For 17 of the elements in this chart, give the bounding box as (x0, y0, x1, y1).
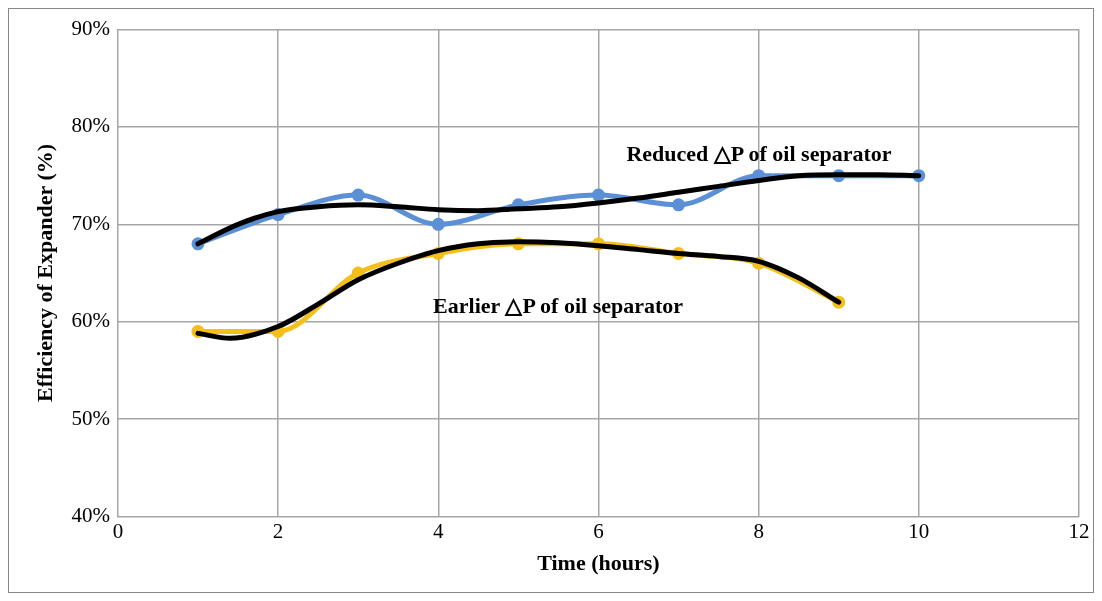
y-tick-label: 60% (71, 308, 110, 333)
x-tick-label: 12 (1068, 518, 1090, 543)
y-tick-label: 90% (71, 16, 110, 41)
x-tick-label: 0 (112, 518, 124, 543)
annotation: Earlier △P of oil separator (433, 292, 684, 318)
x-tick-label: 4 (433, 518, 445, 543)
x-tick-label: 10 (908, 518, 930, 543)
y-tick-label: 50% (71, 405, 110, 430)
y-tick-label: 40% (71, 502, 110, 527)
y-tick-label: 70% (71, 210, 110, 235)
x-tick-label: 2 (272, 518, 284, 543)
annotation: Reduced △P of oil separator (626, 140, 892, 166)
x-tick-label: 8 (753, 518, 764, 543)
y-axis-title: Efficiency of Expander (%) (31, 143, 57, 403)
y-tick-label: 80% (71, 113, 110, 138)
x-tick-label: 6 (593, 518, 604, 543)
x-axis-title: Time (hours) (537, 550, 660, 576)
